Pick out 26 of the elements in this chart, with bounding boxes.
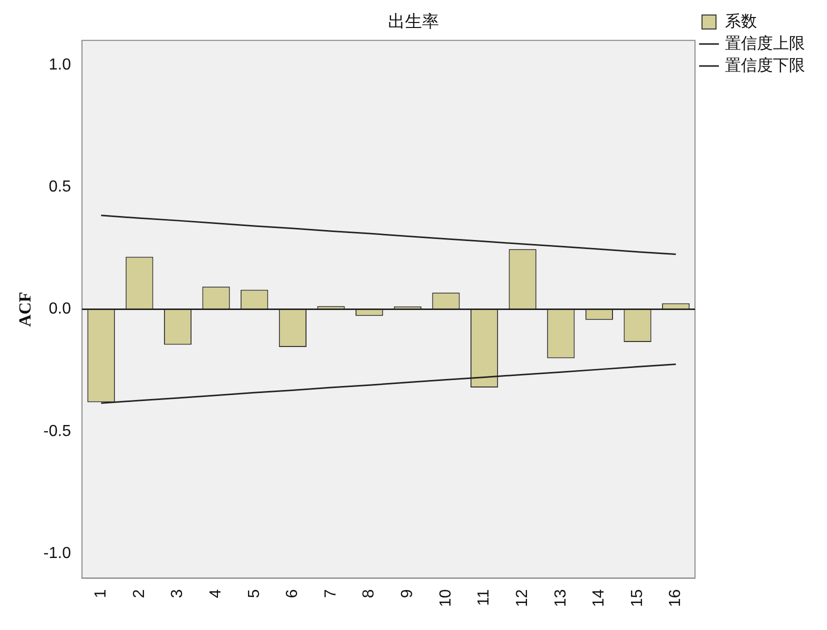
y-tick-label: 0.5 xyxy=(48,178,72,196)
y-tick-label: 1.0 xyxy=(48,56,72,74)
x-tick-label: 10 xyxy=(437,589,454,607)
y-tick-label: -0.5 xyxy=(43,422,72,440)
x-tick-label: 13 xyxy=(552,589,570,607)
x-tick-label: 11 xyxy=(476,589,493,606)
x-tick-label: 3 xyxy=(169,589,186,598)
legend-label: 置信度下限 xyxy=(725,56,805,74)
x-tick-label: 6 xyxy=(284,589,302,598)
x-tick-label: 12 xyxy=(514,589,531,607)
x-tick-label: 2 xyxy=(130,589,148,598)
x-tick-label: 4 xyxy=(207,589,224,598)
chart-title: 出生率 xyxy=(388,12,439,31)
legend-label: 置信度上限 xyxy=(725,34,805,52)
x-tick-label: 9 xyxy=(399,589,416,598)
y-tick-label: -1.0 xyxy=(43,545,72,562)
x-tick-label: 1 xyxy=(92,589,110,598)
y-tick-label: 0.0 xyxy=(48,300,72,318)
x-tick-label: 15 xyxy=(628,589,646,607)
x-tick-label: 8 xyxy=(360,589,378,598)
x-tick-label: 5 xyxy=(246,589,263,598)
x-tick-label: 14 xyxy=(590,589,608,607)
y-axis-title: ACF xyxy=(16,292,35,327)
x-tick-label: 16 xyxy=(667,589,684,607)
x-tick-label: 7 xyxy=(322,589,340,598)
legend-label: 系数 xyxy=(725,12,757,30)
